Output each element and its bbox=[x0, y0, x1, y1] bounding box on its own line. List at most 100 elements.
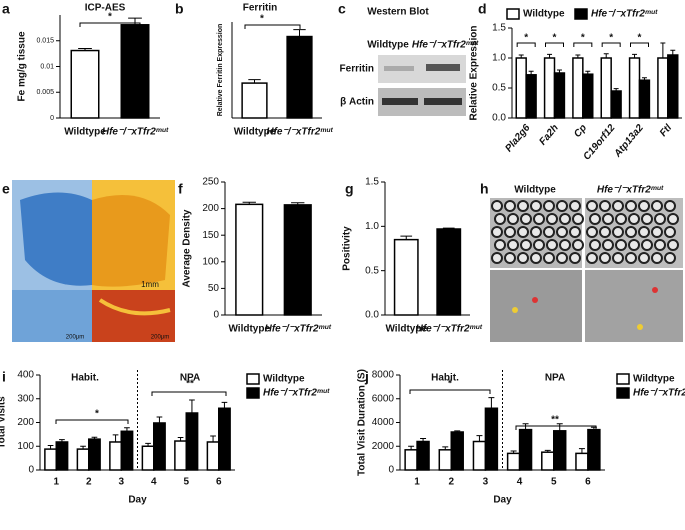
x-tick-label: 6 bbox=[216, 477, 222, 488]
annotation: Habit. bbox=[431, 373, 459, 384]
error-bar bbox=[78, 47, 92, 51]
axon bbox=[556, 226, 568, 238]
error-bar bbox=[442, 227, 455, 229]
blot-band bbox=[382, 98, 418, 105]
axon bbox=[651, 226, 663, 238]
annotation: ** bbox=[186, 379, 194, 390]
error-bar bbox=[291, 202, 305, 205]
bar bbox=[472, 440, 487, 471]
error-bar bbox=[145, 442, 151, 447]
x-tick-label: Hfe⁻/⁻xTfr2ᵐᵘᵗ bbox=[265, 324, 332, 335]
annotation: * bbox=[638, 33, 642, 44]
y-axis-label: Positivity bbox=[342, 226, 353, 271]
axon bbox=[556, 200, 568, 212]
axon bbox=[651, 252, 663, 264]
bar bbox=[206, 441, 220, 471]
x-tick-label: 5 bbox=[551, 477, 557, 488]
axon bbox=[494, 239, 506, 251]
bar bbox=[70, 49, 100, 119]
error-bar bbox=[248, 79, 261, 84]
legend-label: Hfe⁻/⁻xTfr2ᵐᵘᵗ bbox=[633, 388, 685, 399]
axon bbox=[628, 239, 640, 251]
panel-letter: d bbox=[478, 1, 487, 17]
bar bbox=[553, 72, 566, 119]
bar bbox=[404, 449, 418, 471]
axon bbox=[530, 226, 542, 238]
y-axis-label: Relative Expression bbox=[469, 25, 480, 120]
bar bbox=[575, 452, 589, 471]
error-bar bbox=[400, 235, 413, 240]
error-bar bbox=[585, 70, 591, 75]
error-bar bbox=[556, 423, 563, 431]
axon bbox=[507, 239, 519, 251]
error-bar bbox=[91, 436, 98, 440]
bar bbox=[553, 430, 567, 471]
y-tick-label: 0.005 bbox=[36, 89, 54, 96]
error-bar bbox=[510, 450, 517, 454]
axon bbox=[494, 213, 506, 225]
axon bbox=[625, 252, 637, 264]
y-tick-label: 0.01 bbox=[40, 63, 54, 70]
bracket bbox=[601, 42, 621, 47]
annotation: NPA bbox=[545, 373, 565, 384]
y-tick-label: 1.5 bbox=[365, 177, 379, 188]
axon bbox=[569, 226, 581, 238]
annotation: * bbox=[260, 14, 264, 25]
lane-label: Wildtype bbox=[367, 40, 409, 51]
marker bbox=[532, 297, 538, 303]
bar bbox=[88, 438, 101, 471]
bar bbox=[153, 422, 166, 471]
axon bbox=[615, 213, 627, 225]
legend-swatch bbox=[616, 373, 630, 385]
bar bbox=[667, 54, 679, 119]
axon bbox=[556, 252, 568, 264]
axon bbox=[533, 213, 545, 225]
bar bbox=[286, 35, 313, 119]
axon bbox=[641, 213, 653, 225]
bracket bbox=[79, 22, 141, 27]
histology-image bbox=[92, 290, 175, 342]
blot-band bbox=[384, 66, 414, 71]
x-tick-label: 4 bbox=[517, 477, 523, 488]
axon bbox=[664, 252, 676, 264]
error-bar bbox=[660, 42, 666, 58]
axon bbox=[543, 252, 555, 264]
axon bbox=[664, 200, 676, 212]
bar bbox=[416, 440, 430, 471]
axon bbox=[520, 213, 532, 225]
annotation: * bbox=[108, 12, 112, 23]
error-bar bbox=[603, 53, 609, 58]
error-bar bbox=[454, 430, 461, 432]
error-bar bbox=[575, 54, 581, 58]
marker bbox=[652, 287, 658, 293]
axon bbox=[667, 213, 679, 225]
histology-image bbox=[98, 298, 171, 316]
chart-title: Ferritin bbox=[243, 3, 277, 14]
y-tick-label: 50 bbox=[208, 283, 220, 294]
bar bbox=[587, 428, 601, 471]
bracket bbox=[55, 419, 129, 424]
bar bbox=[541, 451, 555, 471]
y-tick-label: 0.015 bbox=[36, 38, 54, 45]
bracket bbox=[515, 425, 597, 430]
error-bar bbox=[547, 53, 553, 58]
marker bbox=[637, 324, 643, 330]
y-tick-label: 0.0 bbox=[492, 113, 506, 124]
error-bar bbox=[613, 88, 619, 91]
x-axis-label: Day bbox=[493, 495, 512, 506]
error-bar bbox=[408, 445, 415, 450]
x-axis-label: Day bbox=[128, 495, 147, 506]
x-tick-label: 5 bbox=[183, 477, 189, 488]
axon bbox=[530, 252, 542, 264]
bar bbox=[241, 82, 268, 119]
axon bbox=[504, 200, 516, 212]
axon bbox=[572, 213, 584, 225]
lane-label: Hfe⁻/⁻xTfr2ᵐᵘᵗ bbox=[412, 40, 479, 51]
axon bbox=[625, 226, 637, 238]
y-tick-label: 250 bbox=[202, 177, 219, 188]
bar bbox=[185, 412, 199, 471]
x-tick-label: 3 bbox=[483, 477, 489, 488]
axon bbox=[569, 200, 581, 212]
column-label: Wildtype bbox=[514, 185, 556, 196]
